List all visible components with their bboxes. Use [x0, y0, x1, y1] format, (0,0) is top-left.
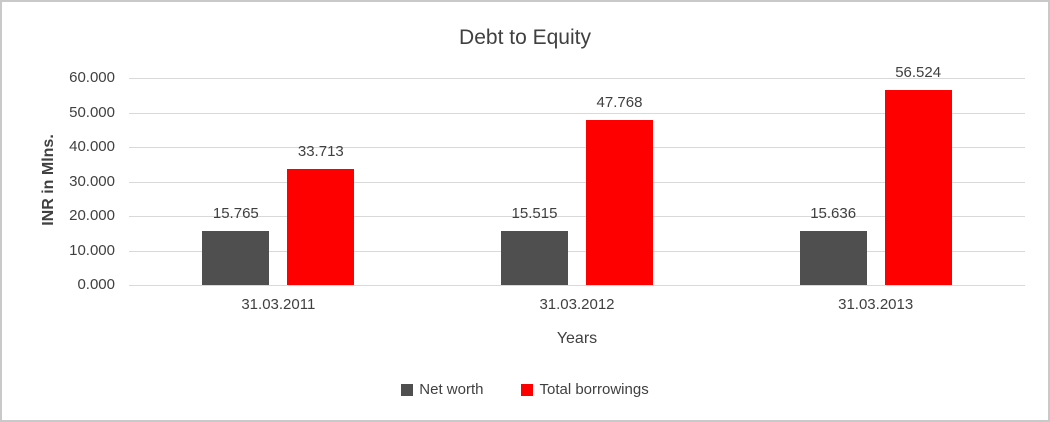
y-tick-label: 40.000 [69, 138, 115, 155]
bar-net-worth [202, 230, 270, 285]
legend-label: Net worth [419, 381, 484, 398]
legend-item-total-borrowings: Total borrowings [521, 381, 649, 398]
x-category-label: 31.03.2011 [241, 296, 316, 313]
y-tick-label: 50.000 [69, 103, 115, 121]
bar-net-worth [799, 231, 867, 285]
x-category-label: 31.03.2012 [539, 296, 615, 313]
legend-item-net-worth: Net worth [401, 381, 483, 398]
bar-total-borrowings [586, 120, 653, 285]
gridline [129, 112, 1025, 114]
data-label: 47.768 [596, 94, 643, 112]
bar-net-worth [501, 231, 568, 285]
x-category-label: 31.03.2013 [838, 296, 914, 313]
data-label: 15.636 [810, 205, 857, 223]
bar-total-borrowings [287, 168, 355, 285]
net-worth-swatch-icon [401, 383, 414, 396]
y-tick-label: 30.000 [69, 172, 115, 190]
data-label: 15.515 [511, 205, 558, 223]
legend: Net worth Total borrowings [2, 381, 1048, 398]
gridline [129, 216, 1025, 217]
legend-label: Total borrowings [539, 381, 649, 398]
chart-title: Debt to Equity [459, 26, 591, 49]
y-tick-label: 10.000 [69, 241, 115, 259]
gridline [129, 78, 1025, 79]
gridline [129, 250, 1025, 252]
x-axis-title: Years [556, 330, 598, 347]
y-tick-label: 20.000 [69, 207, 115, 224]
gridline [129, 285, 1025, 286]
data-label: 15.765 [212, 204, 259, 222]
total-borrowings-swatch-icon [521, 383, 534, 396]
gridline [129, 147, 1025, 148]
y-tick-label: 60.000 [69, 69, 115, 86]
y-tick-label: 0.000 [77, 276, 115, 293]
gridline [129, 181, 1025, 183]
plot-area [129, 78, 1025, 286]
data-label: 56.524 [895, 63, 942, 81]
data-label: 33.713 [297, 142, 344, 160]
bar-total-borrowings [884, 89, 952, 285]
